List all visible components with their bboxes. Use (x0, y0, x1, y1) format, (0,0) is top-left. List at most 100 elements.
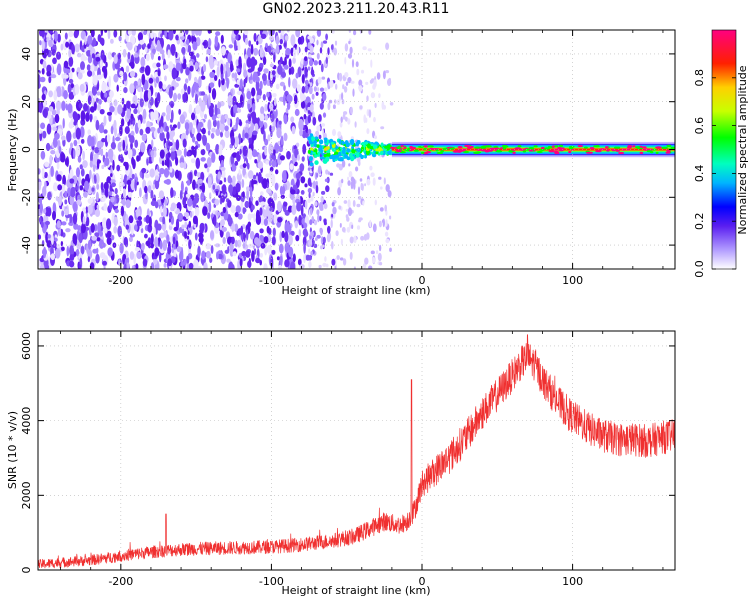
spectrogram-noise-cell (92, 74, 98, 86)
spectrogram-noise-cell (195, 183, 199, 189)
spectrogram-noise-cell (320, 195, 324, 203)
spectrogram-noise-cell (194, 76, 198, 82)
spectrogram-noise-cell (315, 130, 320, 137)
spectrogram-noise-cell (133, 108, 138, 115)
spectrogram-noise-cell (149, 38, 152, 46)
spectrogram-noise-cell (189, 171, 193, 183)
spectrogram-noise-cell (105, 61, 108, 68)
spectrogram-noise-cell (312, 240, 315, 245)
spectrogram-noise-cell (76, 67, 81, 73)
spectrogram-noise-cell (192, 40, 198, 51)
spectrogram-onset-cell (387, 150, 392, 155)
spectrogram-noise-cell (291, 125, 296, 135)
spectrogram-noise-cell (56, 174, 62, 182)
spectrogram-noise-cell (344, 116, 348, 122)
spectrogram-noise-cell (234, 160, 239, 166)
spectrogram-noise-cell (347, 207, 353, 217)
spectrogram-onset-cell (314, 136, 319, 140)
spectrogram-noise-cell (65, 103, 69, 111)
spectrogram-noise-cell (341, 226, 346, 233)
spectrogram-noise-cell (213, 214, 217, 227)
spectrogram-noise-cell (244, 132, 249, 139)
spectrogram-noise-cell (55, 100, 62, 111)
spectrogram-noise-cell (127, 191, 133, 198)
spectrogram-noise-cell (331, 202, 335, 207)
spectrogram-noise-cell (380, 186, 383, 190)
spectrogram-noise-cell (265, 173, 271, 178)
spectrogram-noise-cell (129, 135, 135, 144)
spectrogram-noise-cell (56, 243, 61, 249)
spectrogram-noise-cell (308, 85, 313, 95)
spectrogram-noise-cell (236, 68, 241, 73)
spectrogram-noise-cell (125, 161, 129, 171)
spectrogram-noise-cell (284, 56, 287, 67)
spectrogram-noise-cell (167, 141, 173, 147)
spectrogram-onset-cell (384, 145, 388, 149)
spectrogram-noise-cell (248, 115, 252, 122)
spectrogram-noise-cell (108, 75, 111, 88)
spectrogram-noise-cell (130, 179, 135, 191)
spectrogram-noise-cell (220, 46, 226, 56)
spectrogram-noise-cell (368, 30, 372, 35)
spectrogram-onset-cell (355, 141, 360, 147)
spectrogram-noise-cell (272, 93, 277, 98)
spectrogram-noise-cell (207, 176, 212, 189)
spectrogram-noise-cell (60, 152, 66, 163)
spectrogram-noise-cell (183, 83, 188, 92)
spectrogram-noise-cell (137, 32, 143, 42)
spectrogram-noise-cell (356, 225, 361, 230)
spectrogram-noise-cell (283, 114, 288, 125)
spectrogram-onset-cell (334, 154, 339, 159)
spectrogram-noise-cell (258, 196, 263, 203)
spectrogram-noise-cell (139, 98, 144, 108)
spectrogram-noise-cell (76, 185, 79, 191)
spectrogram-noise-cell (249, 126, 253, 138)
spectrogram-noise-cell (73, 112, 79, 124)
spectrogram-noise-cell (195, 145, 198, 150)
spectrogram-noise-cell (48, 39, 54, 48)
spectrogram-band-speckle (502, 147, 506, 150)
spectrogram-noise-cell (352, 178, 356, 186)
spectrogram-noise-cell (75, 30, 80, 37)
spectrogram-noise-cell (280, 30, 285, 36)
spectrogram-noise-cell (52, 183, 59, 192)
spectrogram-noise-cell (194, 30, 200, 36)
spectrogram-noise-cell (297, 258, 302, 266)
spectrogram-noise-cell (100, 30, 103, 37)
spectrogram-noise-cell (123, 71, 128, 82)
spectrogram-noise-cell (188, 122, 193, 130)
spectrogram-noise-cell (154, 247, 160, 257)
spectrogram-noise-cell (159, 131, 165, 142)
spectrogram-noise-cell (166, 104, 171, 116)
spectrogram-noise-cell (148, 77, 154, 84)
spectrogram-noise-cell (331, 213, 334, 218)
spectrogram-noise-cell (118, 259, 121, 267)
spectrogram-x-axis-label: Height of straight line (km) (281, 284, 430, 297)
spectrogram-noise-cell (64, 190, 68, 199)
spectrogram-noise-cell (122, 188, 126, 199)
spectrogram-noise-cell (75, 144, 81, 157)
spectrogram-band-speckle (618, 151, 625, 155)
spectrogram-band-speckle (558, 144, 563, 147)
spectrogram-noise-cell (257, 161, 264, 169)
spectrogram-noise-cell (161, 212, 164, 217)
spectrogram-noise-cell (304, 231, 309, 237)
spectrogram-noise-cell (129, 251, 135, 260)
spectrogram-noise-cell (66, 245, 70, 257)
spectrogram-noise-cell (283, 84, 286, 91)
spectrogram-noise-cell (50, 165, 54, 177)
spectrogram-noise-cell (256, 40, 259, 46)
spectrogram-noise-cell (43, 99, 47, 107)
spectrogram-noise-cell (248, 137, 253, 145)
spectrogram-noise-cell (281, 185, 286, 195)
spectrogram-noise-cell (149, 168, 155, 178)
snr-x-tick-label: -100 (259, 575, 284, 588)
spectrogram-noise-cell (270, 177, 276, 183)
spectrogram-noise-cell (153, 257, 158, 265)
spectrogram-noise-cell (280, 71, 286, 78)
spectrogram-noise-cell (207, 30, 212, 34)
spectrogram-noise-cell (131, 173, 135, 179)
spectrogram-noise-cell (241, 250, 247, 257)
spectrogram-noise-cell (115, 136, 121, 142)
spectrogram-noise-cell (139, 187, 142, 198)
